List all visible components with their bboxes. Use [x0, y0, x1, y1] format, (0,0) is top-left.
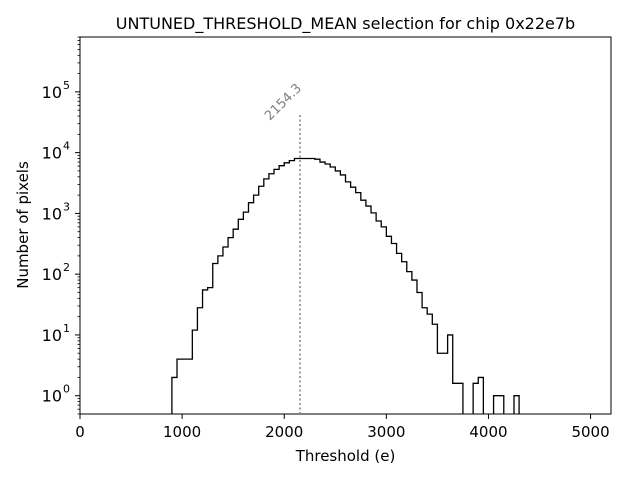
y-tick-label: 10 [42, 144, 62, 163]
y-tick-label: 10 [42, 204, 62, 223]
x-axis-ticks: 0 1000 2000 3000 4000 5000 [75, 414, 610, 441]
histogram-bars [171, 157, 520, 414]
y-tick-label: 10 [42, 387, 62, 406]
y-tick-exponent: 2 [63, 261, 70, 274]
x-tick-label: 0 [75, 423, 85, 441]
y-axis-label: Number of pixels [14, 161, 32, 289]
y-tick-exponent: 1 [63, 322, 70, 335]
y-tick-label: 10 [42, 326, 62, 345]
x-tick-label: 5000 [571, 423, 609, 441]
x-axis-label: Threshold (e) [295, 447, 396, 465]
y-tick-exponent: 5 [63, 79, 70, 92]
plot-area: 2154.3 [79, 36, 612, 415]
y-tick-exponent: 4 [63, 140, 70, 153]
mean-marker: 2154.3 [262, 81, 305, 414]
y-tick-exponent: 3 [63, 200, 70, 213]
y-tick-label: 10 [42, 265, 62, 284]
mean-label: 2154.3 [262, 81, 305, 124]
histogram-step-line [171, 157, 520, 414]
plot-frame [79, 36, 612, 415]
x-tick-label: 1000 [163, 423, 201, 441]
x-tick-label: 4000 [469, 423, 507, 441]
chart-title: UNTUNED_THRESHOLD_MEAN selection for chi… [116, 14, 575, 34]
y-tick-label: 10 [42, 83, 62, 102]
x-tick-label: 3000 [367, 423, 405, 441]
y-tick-exponent: 0 [63, 383, 70, 396]
x-tick-label: 2000 [265, 423, 303, 441]
